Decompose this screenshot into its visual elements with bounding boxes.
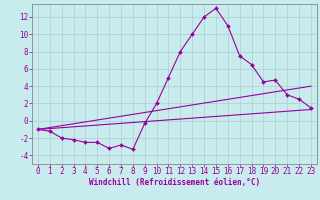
X-axis label: Windchill (Refroidissement éolien,°C): Windchill (Refroidissement éolien,°C) (89, 178, 260, 187)
